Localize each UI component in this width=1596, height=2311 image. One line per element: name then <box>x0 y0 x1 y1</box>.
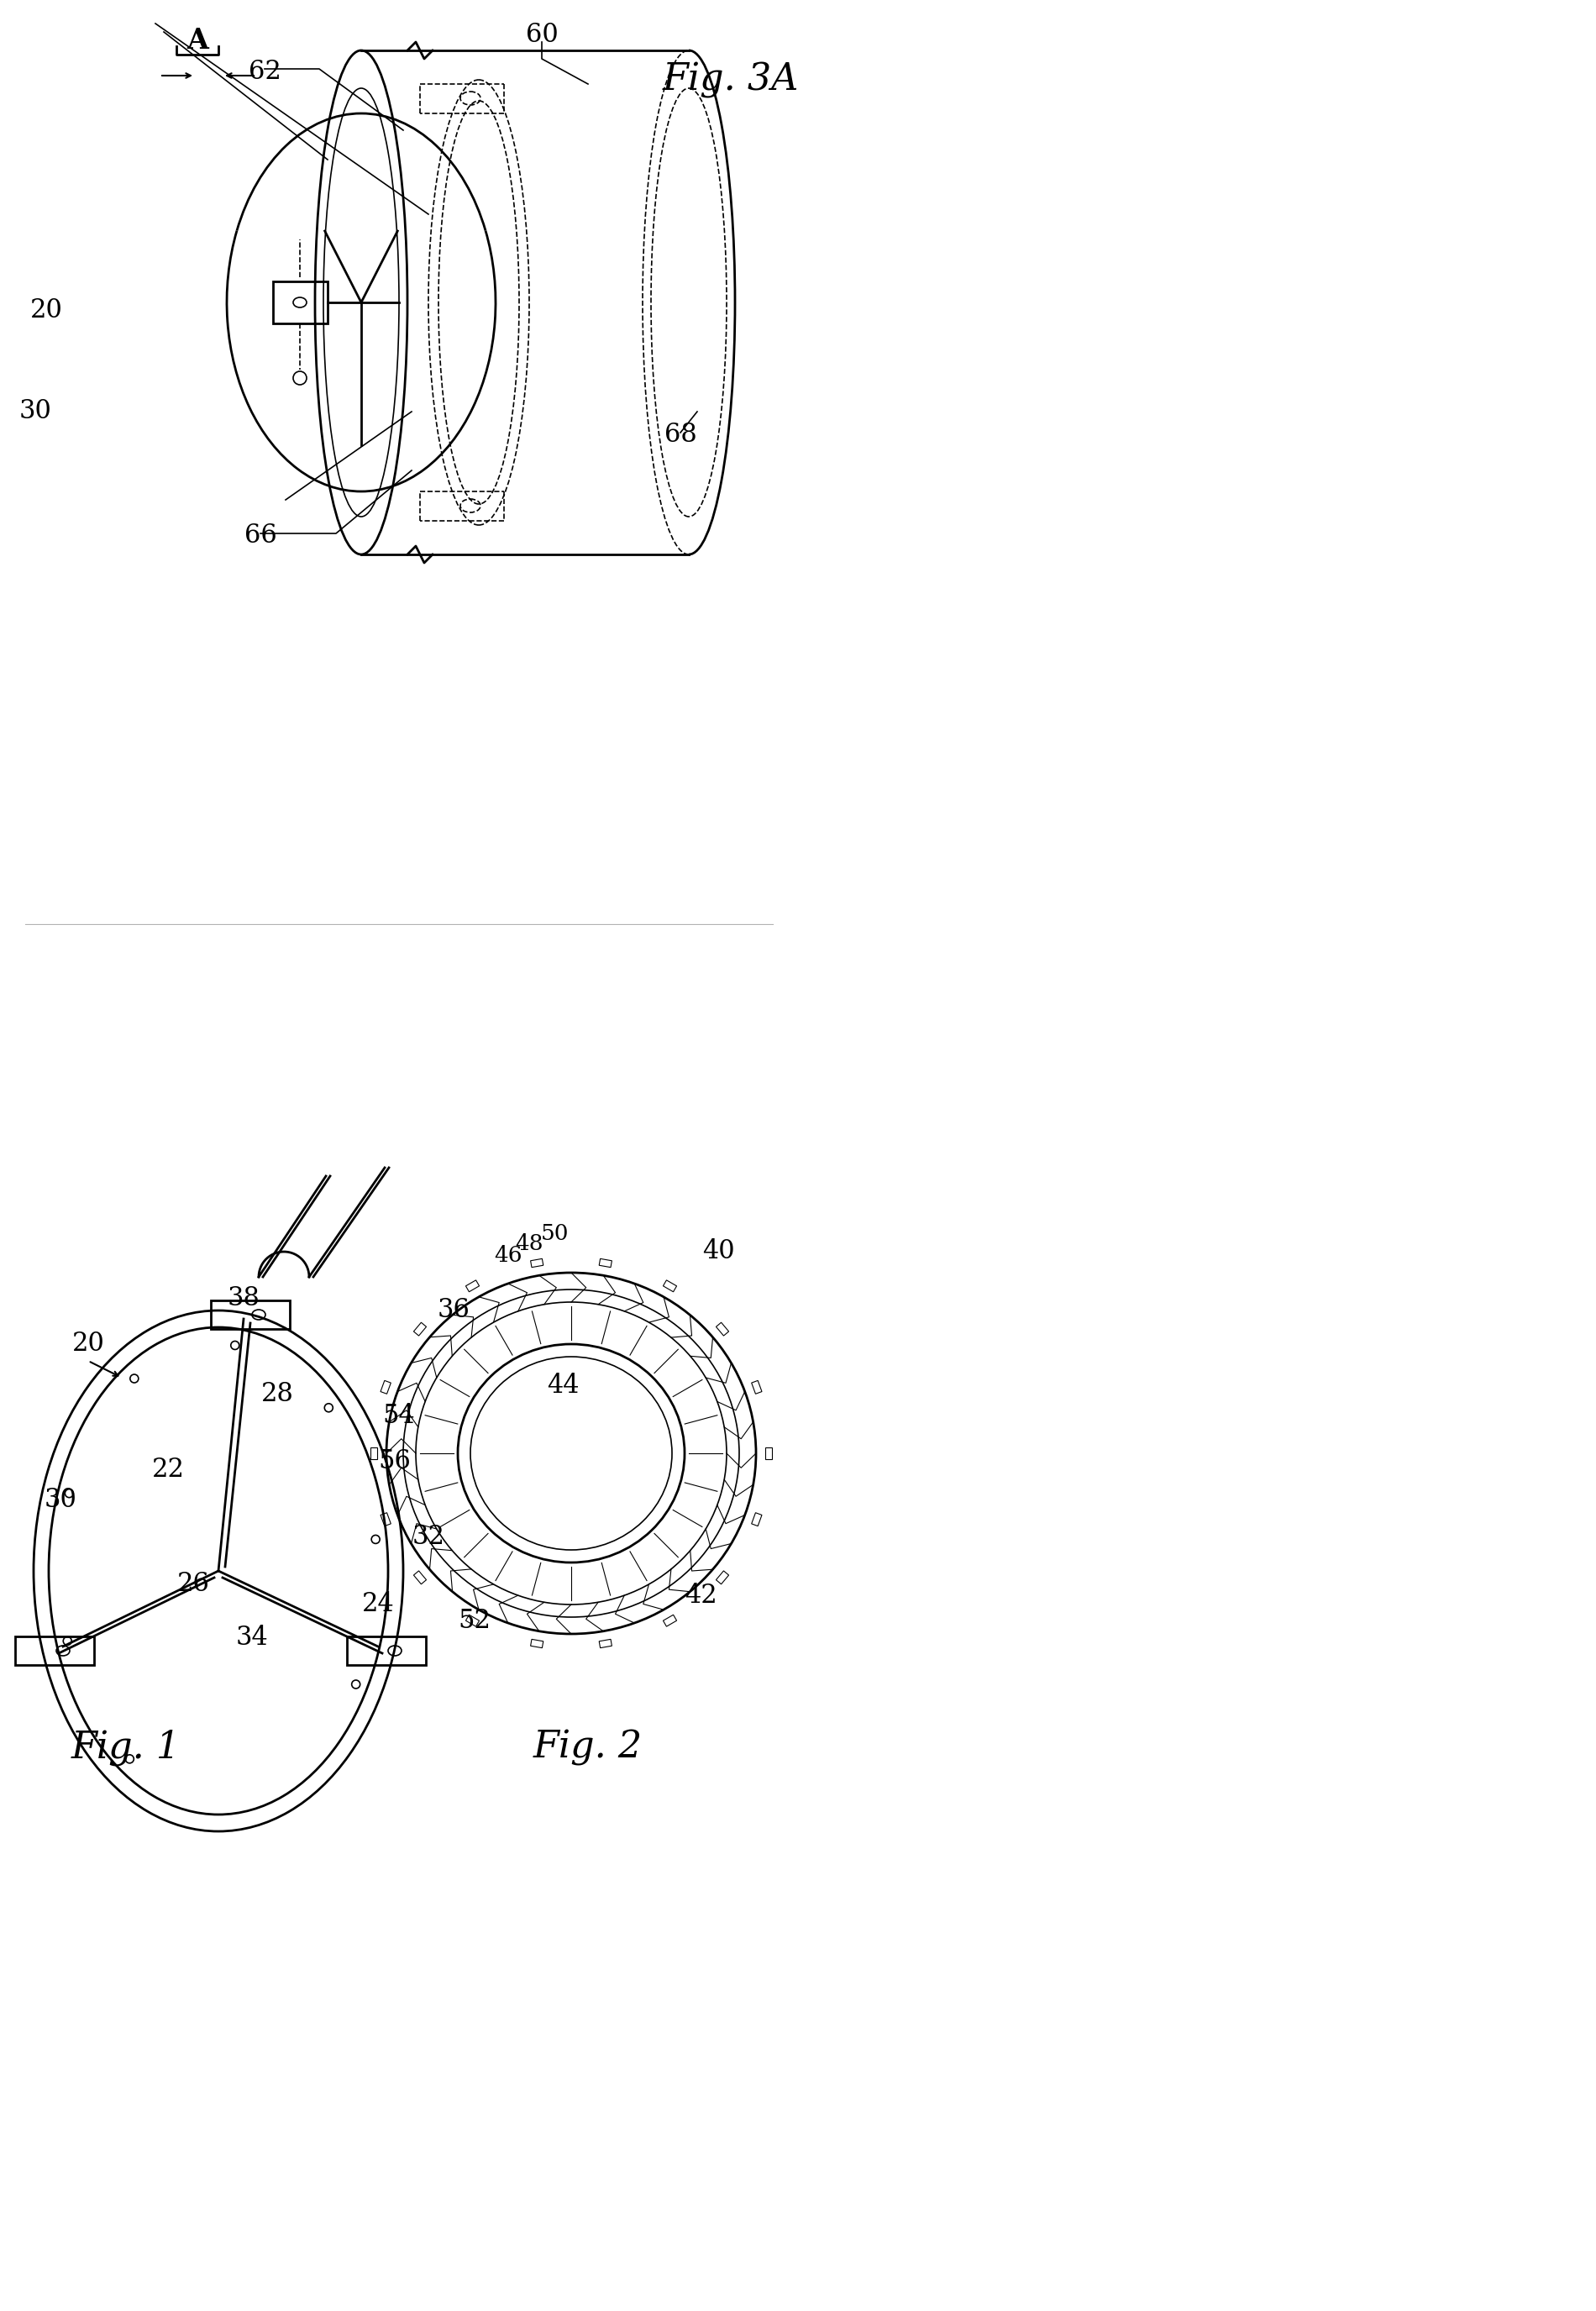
Text: 22: 22 <box>152 1456 185 1484</box>
Text: 40: 40 <box>702 1239 734 1264</box>
Text: 52: 52 <box>458 1608 492 1634</box>
Text: 46: 46 <box>495 1246 522 1266</box>
Text: 54: 54 <box>383 1403 415 1428</box>
Text: 48: 48 <box>516 1232 543 1255</box>
Text: 56: 56 <box>378 1449 412 1474</box>
Bar <box>466 1615 479 1627</box>
Bar <box>764 1447 772 1458</box>
Text: Fig. 2: Fig. 2 <box>533 1729 643 1766</box>
Bar <box>662 1280 677 1292</box>
Text: 30: 30 <box>45 1486 77 1511</box>
Text: 42: 42 <box>685 1583 718 1608</box>
Text: 20: 20 <box>30 298 62 324</box>
Text: Fig. 3A: Fig. 3A <box>662 62 800 97</box>
Bar <box>413 1322 426 1336</box>
Text: 62: 62 <box>249 58 281 86</box>
Bar <box>413 1571 426 1583</box>
Text: A: A <box>187 25 207 53</box>
Bar <box>752 1514 761 1525</box>
Text: 24: 24 <box>362 1592 394 1618</box>
Text: 26: 26 <box>177 1571 209 1597</box>
Text: 60: 60 <box>525 23 559 49</box>
Bar <box>530 1638 543 1648</box>
Bar <box>717 1322 729 1336</box>
Bar <box>717 1571 729 1583</box>
Bar <box>370 1447 377 1458</box>
Text: Fig. 1: Fig. 1 <box>72 1729 180 1766</box>
Text: 34: 34 <box>236 1625 268 1650</box>
Text: 28: 28 <box>260 1382 294 1407</box>
Bar <box>662 1615 677 1627</box>
Text: 36: 36 <box>437 1296 469 1324</box>
Text: 50: 50 <box>541 1223 568 1243</box>
Text: 44: 44 <box>546 1373 579 1398</box>
Bar <box>598 1259 611 1266</box>
Text: 66: 66 <box>244 522 276 550</box>
Bar <box>466 1280 479 1292</box>
Bar <box>752 1380 761 1394</box>
Bar <box>380 1514 391 1525</box>
Bar <box>530 1259 543 1266</box>
Text: 68: 68 <box>664 423 697 448</box>
Text: 30: 30 <box>19 397 51 425</box>
Bar <box>380 1380 391 1394</box>
Text: 20: 20 <box>72 1331 104 1357</box>
Text: 32: 32 <box>412 1525 445 1551</box>
Bar <box>598 1638 611 1648</box>
Text: 38: 38 <box>227 1285 260 1310</box>
